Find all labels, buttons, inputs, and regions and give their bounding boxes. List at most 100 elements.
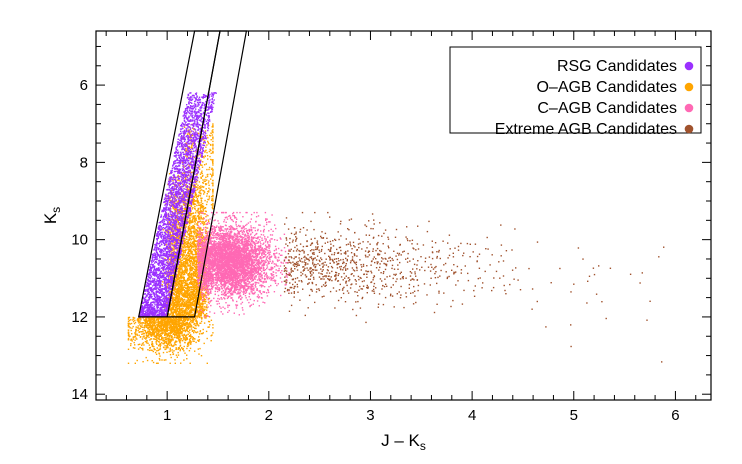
data-point bbox=[179, 342, 181, 344]
data-point bbox=[162, 324, 164, 326]
data-point bbox=[176, 315, 179, 317]
data-point bbox=[181, 331, 183, 333]
data-point bbox=[159, 355, 161, 357]
data-point bbox=[185, 305, 187, 307]
data-point bbox=[183, 359, 185, 361]
data-point bbox=[212, 129, 214, 131]
data-point bbox=[176, 236, 178, 239]
data-point bbox=[199, 217, 201, 219]
data-point bbox=[185, 322, 187, 324]
data-point bbox=[158, 328, 160, 330]
data-point bbox=[195, 229, 198, 231]
data-point bbox=[192, 294, 194, 297]
data-point bbox=[190, 341, 192, 343]
data-point bbox=[160, 339, 163, 341]
data-point bbox=[200, 322, 202, 324]
data-point bbox=[159, 348, 162, 350]
data-point bbox=[177, 334, 180, 336]
data-point bbox=[194, 228, 196, 230]
data-point bbox=[181, 292, 183, 294]
data-point bbox=[202, 174, 204, 177]
data-point bbox=[200, 176, 202, 178]
data-point bbox=[190, 231, 193, 233]
data-point bbox=[174, 359, 176, 361]
data-point bbox=[186, 261, 188, 263]
data-point bbox=[191, 134, 193, 136]
data-point bbox=[165, 327, 168, 330]
data-point bbox=[165, 338, 168, 341]
data-point bbox=[172, 207, 174, 210]
data-point bbox=[185, 269, 188, 272]
data-point bbox=[145, 333, 147, 335]
data-point bbox=[198, 315, 200, 318]
data-point bbox=[173, 329, 175, 331]
data-point bbox=[134, 321, 137, 324]
data-point bbox=[201, 309, 204, 312]
data-point bbox=[173, 319, 176, 322]
data-point bbox=[178, 272, 180, 274]
data-point bbox=[207, 320, 210, 323]
data-point bbox=[172, 324, 175, 326]
data-point bbox=[133, 341, 135, 344]
data-point bbox=[172, 235, 175, 237]
data-point bbox=[189, 219, 191, 221]
data-point bbox=[212, 327, 214, 329]
data-point bbox=[212, 194, 214, 197]
data-point bbox=[158, 322, 160, 324]
data-point bbox=[167, 318, 170, 320]
data-point bbox=[204, 155, 206, 158]
data-point bbox=[206, 195, 208, 197]
data-point bbox=[190, 268, 192, 270]
data-point bbox=[136, 319, 138, 321]
data-point bbox=[212, 168, 214, 171]
data-point bbox=[188, 285, 190, 288]
data-point bbox=[212, 204, 214, 206]
data-point bbox=[185, 303, 188, 306]
data-point bbox=[191, 208, 193, 210]
data-point bbox=[200, 197, 202, 199]
data-point bbox=[183, 298, 186, 301]
data-point bbox=[210, 340, 212, 342]
data-point bbox=[129, 335, 131, 337]
data-point bbox=[181, 270, 183, 272]
data-point bbox=[157, 320, 160, 322]
data-point bbox=[166, 347, 168, 349]
data-point bbox=[177, 247, 179, 250]
data-point bbox=[170, 214, 173, 217]
data-point bbox=[180, 287, 182, 289]
data-point bbox=[128, 334, 130, 336]
data-point bbox=[175, 311, 177, 313]
data-point bbox=[162, 326, 165, 329]
data-point bbox=[195, 303, 197, 305]
data-point bbox=[195, 288, 198, 291]
data-point bbox=[182, 262, 184, 264]
data-point bbox=[165, 317, 168, 320]
data-point bbox=[206, 179, 208, 181]
data-point bbox=[205, 183, 207, 186]
data-point bbox=[137, 325, 139, 327]
data-point bbox=[199, 173, 202, 175]
data-point bbox=[174, 302, 176, 305]
data-point bbox=[200, 311, 203, 313]
data-point bbox=[154, 321, 156, 323]
data-point bbox=[200, 227, 202, 230]
data-point bbox=[208, 197, 211, 199]
data-point bbox=[197, 324, 200, 326]
data-point bbox=[194, 280, 196, 282]
data-point bbox=[191, 304, 193, 306]
data-point bbox=[196, 264, 198, 266]
data-point bbox=[139, 327, 141, 330]
data-point bbox=[172, 321, 174, 324]
data-point bbox=[208, 180, 210, 182]
data-point bbox=[204, 294, 206, 296]
data-point bbox=[203, 277, 205, 279]
data-point bbox=[187, 328, 189, 330]
data-point bbox=[166, 323, 169, 325]
data-point bbox=[184, 341, 186, 344]
data-point bbox=[184, 232, 186, 234]
data-point bbox=[154, 327, 156, 329]
data-point bbox=[191, 252, 193, 254]
data-point bbox=[199, 232, 201, 234]
data-point bbox=[189, 296, 191, 299]
